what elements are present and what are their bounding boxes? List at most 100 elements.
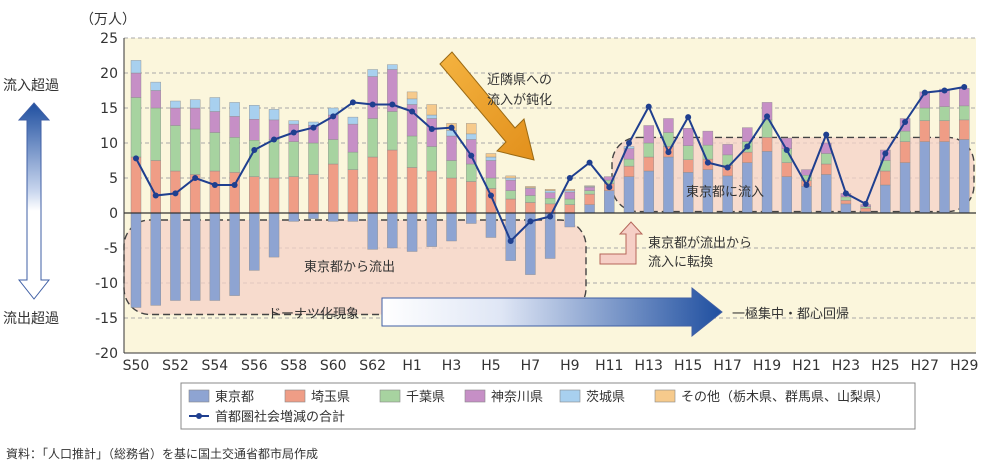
bar-segment (249, 118, 260, 141)
bar-segment (643, 170, 654, 214)
inflow-outflow-arrow: 流入超過 流出超過 (3, 78, 59, 327)
bar-segment (170, 212, 181, 301)
bar-segment (466, 181, 477, 214)
bar-segment (130, 212, 142, 308)
total-line-point (921, 89, 928, 96)
legend-label: 神奈川県 (491, 390, 543, 405)
bar-segment (544, 188, 556, 191)
bar-segment (860, 206, 871, 209)
total-line-point (251, 147, 258, 153)
bar-segment (308, 174, 319, 214)
bar-segment (959, 119, 970, 140)
y-tick-label: 25 (100, 31, 118, 47)
bar-segment (229, 116, 240, 138)
x-tick-label: H7 (521, 358, 540, 374)
bar-segment (821, 174, 832, 214)
total-line-point (724, 164, 731, 171)
bar-segment (682, 128, 694, 147)
total-line-point (744, 143, 751, 150)
bar-segment (880, 184, 891, 214)
bar-segment (959, 139, 970, 214)
bar-segment (249, 176, 260, 214)
bar-segment (525, 202, 536, 214)
total-line-point (448, 124, 455, 131)
bar-segment (801, 186, 812, 214)
bar-segment (939, 106, 950, 121)
bar-segment (781, 162, 792, 177)
bar-segment (505, 175, 516, 179)
total-line-point (882, 150, 889, 157)
bar-segment (722, 144, 733, 156)
bar-segment (347, 123, 359, 153)
bar-segment (525, 186, 536, 188)
bar-segment (623, 176, 635, 214)
x-tick-label: S62 (359, 358, 386, 374)
transition-label-line2: 流入に転換 (648, 255, 713, 270)
bar-segment (426, 146, 437, 172)
total-line-point (586, 159, 593, 166)
total-line-point (665, 149, 672, 156)
x-tick-label: H1 (402, 358, 421, 374)
bar-segment (387, 212, 398, 249)
bar-segment (426, 114, 437, 119)
legend-label: 東京都 (215, 389, 254, 405)
transition-arrow-icon (599, 221, 644, 265)
bar-segment (584, 204, 595, 214)
total-line-point (566, 175, 573, 181)
y-tick-label: 20 (100, 66, 118, 82)
bar-segment (742, 151, 753, 163)
bar-segment (170, 125, 181, 172)
bar-segment (387, 149, 398, 214)
neighbor-arrow: 近隣県への 流入が鈍化 (439, 51, 552, 161)
inflow-label: 流入超過 (3, 78, 59, 94)
legend-label: 千葉県 (406, 390, 445, 405)
bar-segment (209, 170, 221, 214)
bar-segment (761, 102, 773, 121)
tokyo-inflow-label: 東京都に流入 (686, 184, 764, 200)
y-tick-label: 15 (100, 101, 118, 117)
bar-segment (189, 128, 201, 175)
legend-swatch (654, 389, 676, 403)
bar-segment (899, 130, 911, 142)
bar-segment (564, 190, 576, 193)
neighbor-label-line2: 流入が鈍化 (487, 93, 552, 108)
total-line-point (409, 108, 416, 115)
orange-arrow-icon (439, 51, 535, 161)
legend-label: 埼玉県 (311, 390, 350, 405)
x-tick-label: S54 (202, 358, 229, 374)
bar-segment (584, 193, 595, 205)
legend-swatch (284, 389, 306, 403)
total-line-point (842, 190, 849, 197)
outflow-label: 流出超過 (3, 311, 59, 327)
bar-segment (288, 176, 299, 214)
bar-segment (485, 160, 497, 179)
x-tick-label: H17 (713, 358, 741, 374)
double-arrow-icon (17, 102, 51, 300)
total-line-point (133, 155, 139, 162)
x-tick-label: H19 (753, 358, 781, 374)
total-line-point (231, 182, 238, 188)
bar-segment (584, 190, 595, 195)
legend-label: その他（栃木県、群馬県、山梨県） (681, 390, 889, 405)
bar-segment (130, 97, 142, 158)
total-line-point (704, 159, 711, 166)
right-arrow-icon (381, 286, 723, 338)
total-line-point (428, 126, 435, 132)
bar-segment (761, 151, 773, 214)
x-tick-label: H5 (481, 358, 500, 374)
bar-segment (623, 146, 635, 149)
total-line-point (271, 136, 278, 143)
bar-segment (426, 118, 437, 147)
bar-segment (466, 123, 477, 135)
bar-segment (209, 212, 221, 301)
bar-segment (426, 104, 437, 116)
bar-segment (367, 212, 378, 250)
total-line-point (349, 99, 356, 106)
bar-segment (821, 153, 832, 165)
x-tick-label: S52 (162, 358, 189, 374)
bar-segment (130, 60, 142, 74)
bar-segment (564, 188, 576, 191)
bar-segment (682, 159, 694, 173)
bar-segment (189, 107, 201, 130)
total-line-point (369, 101, 376, 108)
